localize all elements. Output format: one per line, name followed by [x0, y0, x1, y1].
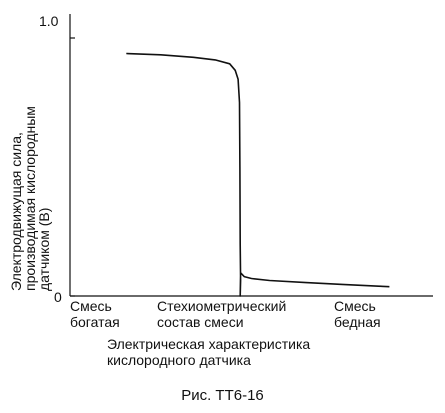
y-axis-title-line-1: Электродвижущая сила,: [8, 132, 24, 291]
x-axis-title-line-2: кислородного датчика: [107, 352, 251, 368]
x-category-stoich-line-1: Стехиометрический: [157, 298, 287, 314]
x-category-rich-line-1: Смесь: [70, 298, 112, 314]
figure-caption: Рис. ТТ6-16: [181, 387, 264, 404]
y-tick-label-top: 1.0: [39, 13, 59, 29]
axes: [69, 14, 433, 297]
y-tick-label-zero: 0: [54, 289, 62, 305]
y-axis-title-line-2: производимая кислородным: [22, 106, 38, 291]
x-axis-title-line-1: Электрическая характеристика: [107, 336, 311, 352]
x-category-lean-line-1: Смесь: [334, 298, 376, 314]
y-axis-title-line-3: датчиком (В): [36, 207, 52, 291]
y-axis-title: Электродвижущая сила, производимая кисло…: [8, 41, 52, 291]
x-category-lean-line-2: бедная: [334, 314, 381, 330]
x-category-rich-line-2: богатая: [70, 314, 120, 330]
series-group: [126, 52, 390, 297]
x-category-stoich-line-2: состав смеси: [157, 314, 244, 330]
series-line-0: [126, 52, 390, 297]
